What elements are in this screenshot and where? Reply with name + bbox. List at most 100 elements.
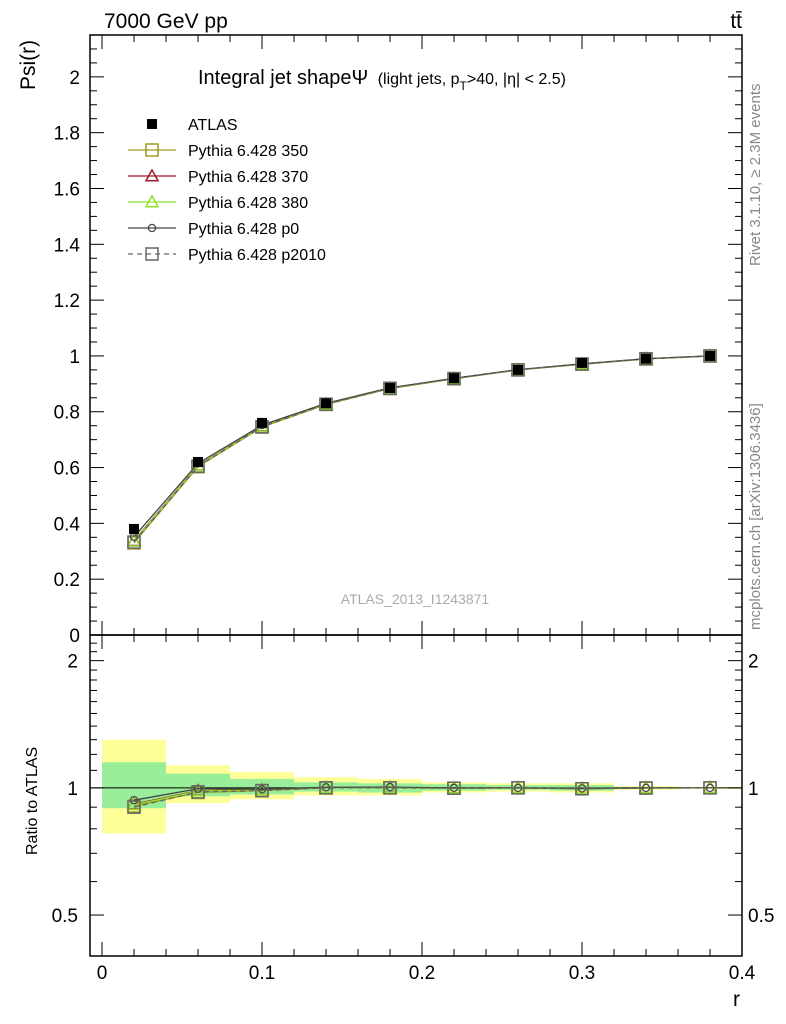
point-atlas [193, 456, 203, 467]
legend-marker [145, 143, 159, 157]
main-panel: 0 0.2 0.4 0.6 0.8 1 1.2 1.4 1.6 1.8 2 Psi(r) Integ… [17, 34, 743, 647]
y-tick-label: 1.4 [54, 235, 81, 256]
legend-entry-p2010: Pythia 6.428 p2010 [128, 247, 326, 264]
title-sub-T: T [460, 79, 468, 93]
ratio-y-tick-label: 1 [67, 779, 78, 800]
point-atlas [385, 383, 395, 394]
point-p380 [126, 533, 142, 547]
y-tick-label: 0.8 [54, 403, 80, 424]
ratio-series-p2010 [127, 781, 717, 814]
series-line-p2010 [133, 355, 711, 543]
legend-marker [147, 223, 157, 233]
ratio-point-p2010 [575, 782, 589, 796]
ratio-point-p0 [705, 783, 715, 793]
y-tick-label: 0.2 [54, 570, 80, 591]
title-main: Integral jet shape [198, 67, 351, 89]
point-p2010 [511, 363, 525, 377]
ratio-y-tick-label: 0.5 [52, 906, 78, 927]
point-p2010 [639, 351, 653, 366]
legend-label: Pythia 6.428 350 [188, 143, 308, 160]
ratio-panel: 0.5 0.5 1 1 2 2 0 0.1 0.2 0.3 0.4 Ratio to ATLAS r [24, 634, 774, 1011]
x-tick-label: 0.2 [409, 963, 435, 984]
legend-entry-p380: Pythia 6.428 380 [128, 194, 308, 212]
point-p2010 [703, 349, 717, 363]
series-p380 [126, 348, 718, 547]
series-atlas [129, 350, 715, 534]
point-atlas [705, 350, 715, 361]
point-p2010 [383, 381, 397, 396]
y-tick-label: 0 [69, 626, 80, 647]
point-atlas [129, 523, 139, 534]
main-y-label: Psi(r) [17, 40, 40, 90]
series-line-p380 [133, 355, 711, 542]
x-tick-label: 0.3 [569, 963, 595, 984]
title-sub-rest: >40, |η| < 2.5) [467, 71, 566, 88]
ratio-point-p2010 [383, 781, 397, 795]
title-sub: (light jets, p [378, 71, 460, 88]
ratio-point-p0 [257, 785, 267, 794]
main-series-layer [126, 348, 718, 550]
point-p2010 [447, 371, 461, 386]
y-tick-label: 1.8 [54, 124, 80, 145]
legend-label: Pythia 6.428 370 [188, 169, 308, 186]
legend-label: ATLAS [188, 117, 238, 134]
ratio-point-p0 [385, 782, 395, 792]
legend-entry-p370: Pythia 6.428 370 [128, 168, 308, 186]
legend: ATLAS Pythia 6.428 350 Pythia 6.428 370 Pyt… [128, 117, 326, 264]
legend-entry-p0: Pythia 6.428 p0 [128, 221, 299, 238]
x-tick-label: 0.1 [249, 963, 275, 984]
main-y-axis: 0 0.2 0.4 0.6 0.8 1 1.2 1.4 1.6 1.8 2 [54, 35, 743, 647]
point-atlas [641, 353, 651, 364]
y-tick-label: 1 [69, 347, 80, 368]
point-atlas [321, 398, 331, 409]
series-line-p0 [133, 355, 711, 538]
band-inner [230, 778, 294, 795]
ratio-y-label: Ratio to ATLAS [24, 747, 41, 855]
ratio-plot-frame [89, 634, 743, 957]
ratio-point-p2010 [319, 781, 333, 795]
series-p350 [127, 349, 717, 550]
ratio-point-p0 [321, 783, 331, 792]
point-atlas [577, 357, 587, 368]
point-atlas [513, 364, 523, 375]
y-tick-label: 0.6 [54, 459, 80, 480]
y-tick-label: 1.2 [54, 291, 80, 312]
mcplots-label: mcplots.cern.ch [arXiv:1306.3436] [747, 403, 764, 630]
legend-entry-atlas: ATLAS [147, 117, 238, 134]
watermark: ATLAS_2013_I1243871 [341, 591, 490, 607]
point-atlas [257, 417, 267, 428]
series-p2010 [127, 349, 717, 549]
series-p370 [126, 348, 718, 547]
ratio-line-p2010 [133, 787, 711, 808]
ratio-point-p2010 [255, 783, 269, 798]
ratio-point-p2010 [191, 785, 205, 799]
legend-label: Pythia 6.428 p0 [188, 221, 299, 238]
point-atlas [449, 373, 459, 384]
legend-marker [144, 168, 160, 182]
header-energy: 7000 GeV pp [104, 10, 228, 33]
x-tick-label: 0.4 [729, 963, 756, 984]
point-p2010 [127, 535, 141, 549]
ratio-point-p2010 [447, 781, 461, 795]
legend-marker [145, 247, 159, 261]
ratio-y-tick-label-right: 2 [748, 652, 759, 673]
ratio-y-tick-label-right: 0.5 [748, 906, 774, 927]
ratio-y-tick-label: 2 [67, 652, 78, 673]
legend-marker [147, 119, 157, 129]
legend-label: Pythia 6.428 p2010 [188, 247, 326, 264]
title-symbol: Ψ [351, 67, 368, 89]
legend-label: Pythia 6.428 380 [188, 195, 308, 212]
rivet-label: Rivet 3.1.10, ≥ 2.3M events [747, 84, 764, 267]
ratio-axes: 0.5 0.5 1 1 2 2 0 0.1 0.2 0.3 0.4 [52, 635, 774, 984]
main-title: Integral jet shapeΨ (light jets, pT>40, … [198, 67, 566, 93]
ratio-series-layer [126, 779, 718, 814]
ratio-point-p0 [129, 795, 139, 805]
series-p0 [129, 351, 715, 541]
point-p2010 [319, 397, 333, 411]
ratio-y-tick-label-right: 1 [748, 779, 759, 800]
ratio-point-p2010 [639, 781, 653, 795]
y-tick-label: 0.4 [54, 514, 81, 535]
legend-marker [144, 194, 160, 208]
ratio-point-p2010 [127, 800, 141, 814]
